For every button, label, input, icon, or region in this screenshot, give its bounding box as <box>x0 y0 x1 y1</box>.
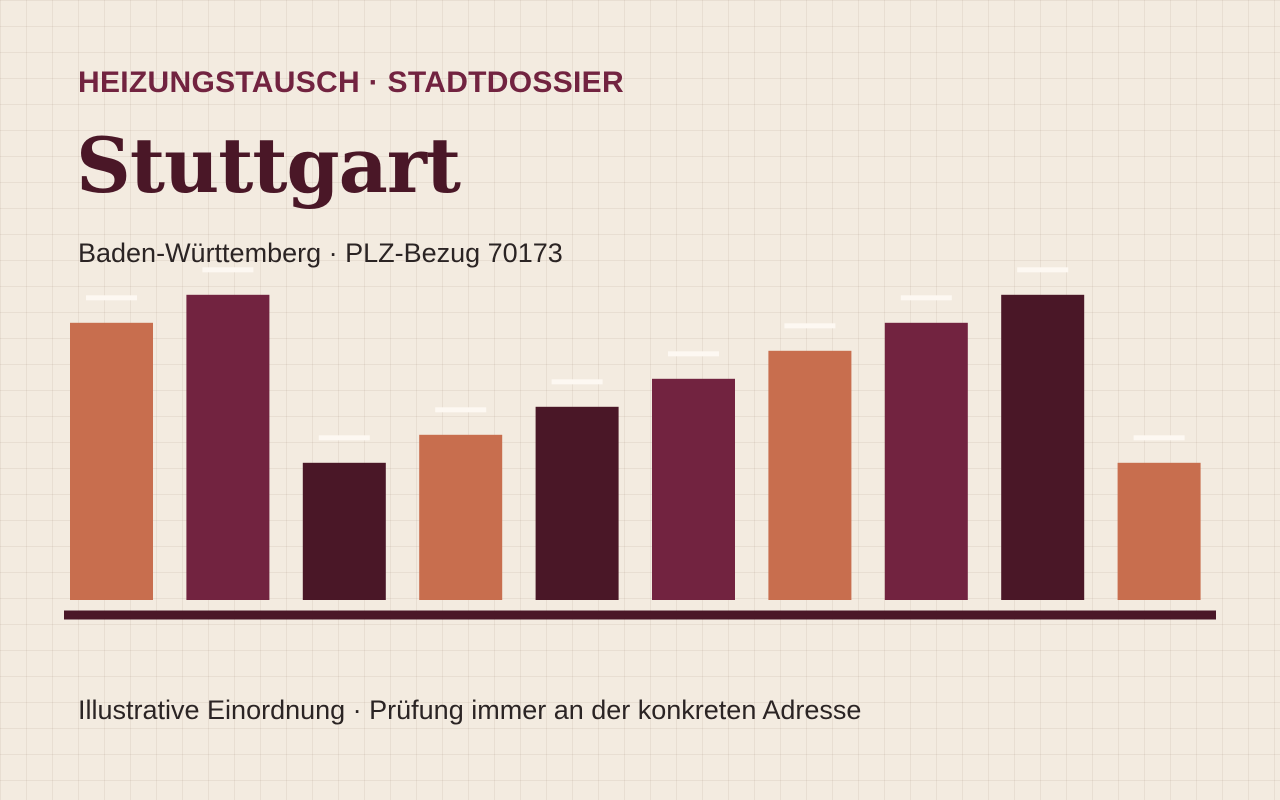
bar-cap-marker-1 <box>86 295 137 301</box>
city-title: Stuttgart <box>76 121 461 210</box>
bar-cap-marker-2 <box>202 267 254 273</box>
bar-cap-marker-10 <box>1133 435 1185 441</box>
cap-marker-group <box>86 267 1185 441</box>
bar-2 <box>186 294 270 600</box>
bar-9 <box>1001 294 1085 600</box>
bar-cap-marker-8 <box>900 295 952 301</box>
footnote: Illustrative Einordnung · Prüfung immer … <box>78 695 862 725</box>
bar-cap-marker-9 <box>1017 267 1069 273</box>
section-kicker: HEIZUNGSTAUSCH · STADTDOSSIER <box>78 66 624 99</box>
bar-cap-marker-6 <box>668 351 719 357</box>
bar-8 <box>884 322 968 600</box>
region-subtitle: Baden-Württemberg · PLZ-Bezug 70173 <box>78 238 563 268</box>
bar-cap-marker-4 <box>435 407 487 413</box>
bar-1 <box>70 322 153 600</box>
bar-10 <box>1117 462 1201 600</box>
bar-4 <box>419 434 503 600</box>
bar-cap-marker-7 <box>784 323 836 329</box>
bar-cap-marker-5 <box>551 379 603 385</box>
bar-3 <box>302 462 386 600</box>
bar-cap-marker-3 <box>318 435 370 441</box>
bar-group <box>70 294 1201 600</box>
bar-6 <box>652 378 735 600</box>
bar-7 <box>768 350 852 600</box>
bar-5 <box>535 406 619 600</box>
